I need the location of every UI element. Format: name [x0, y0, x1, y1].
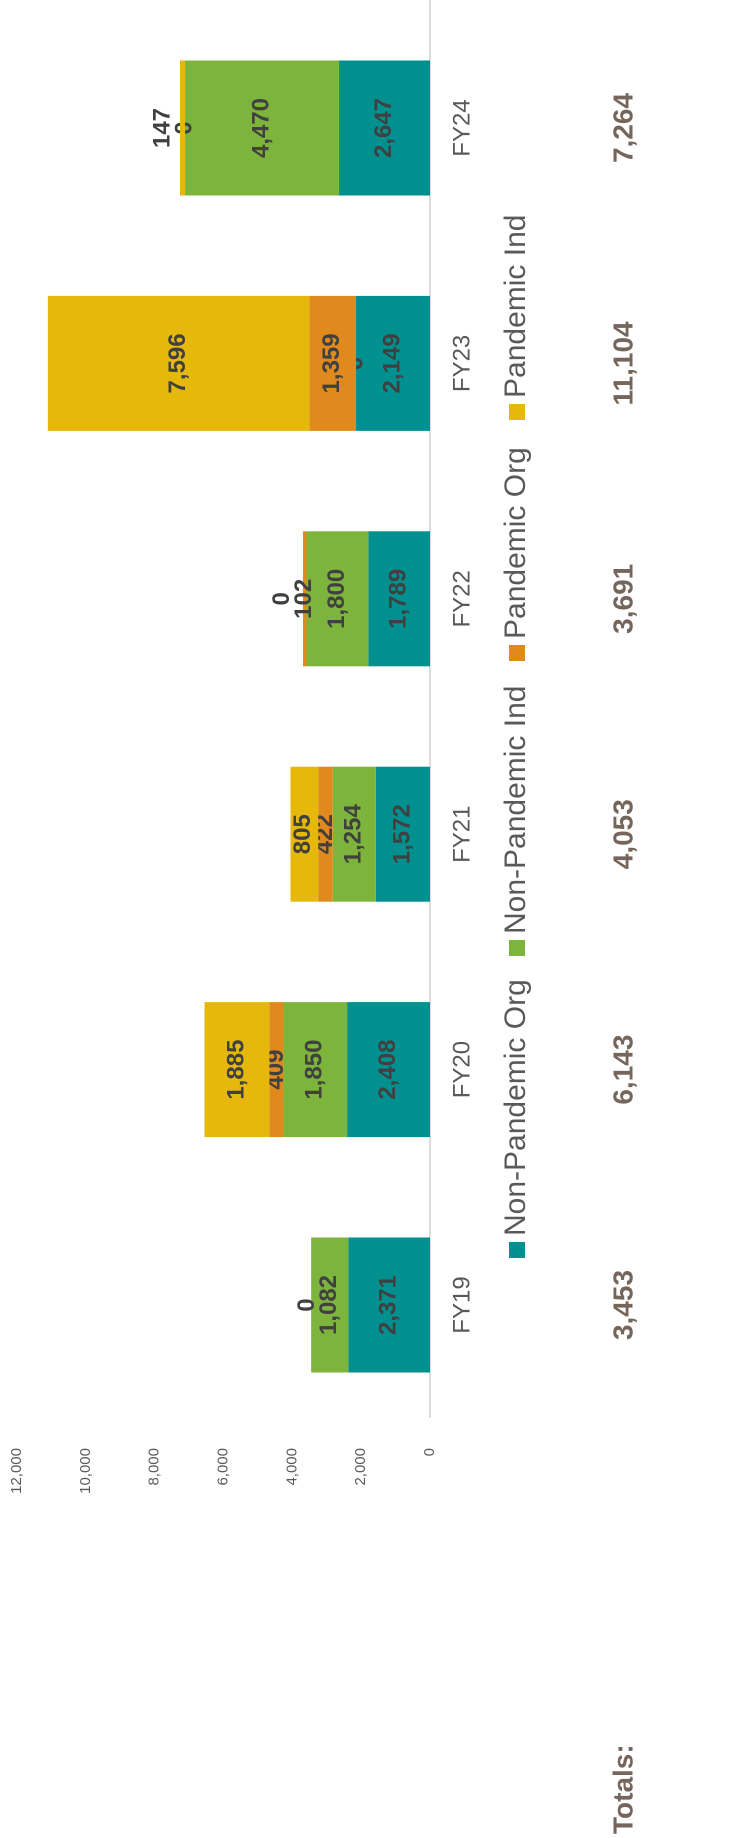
bar-segment [302, 531, 307, 667]
bar-segment [332, 766, 376, 902]
data-label: 2,408 [374, 1040, 401, 1100]
y-tick-label: 8,000 [146, 1448, 163, 1486]
rotated-chart: 0 2,000 4,000 6,000 8,000 10,000 12,000 2,371 1,… [8, 0, 638, 1834]
totals-title: Totals: [607, 1744, 638, 1834]
x-tick-label: FY24 [448, 99, 475, 156]
bar-segment [269, 1002, 284, 1138]
bar-segment [204, 1002, 270, 1138]
data-label: 805 [289, 814, 316, 854]
bar-segment [311, 1237, 349, 1373]
bar-segment [375, 766, 431, 902]
legend-label: Pandemic Org [499, 447, 532, 639]
data-label: 1,789 [385, 569, 412, 629]
data-label: 102 [290, 579, 317, 619]
y-tick-label: 2,000 [352, 1448, 369, 1486]
bar-segment [306, 531, 369, 667]
legend-label: Pandemic Ind [499, 215, 532, 398]
bar-segment [348, 1237, 430, 1373]
bar-segment [47, 295, 310, 431]
bar-segment [356, 295, 430, 431]
y-tick-label: 6,000 [214, 1448, 231, 1486]
legend-swatch [509, 940, 525, 956]
y-tick-label: 10,000 [77, 1448, 94, 1494]
bar-segment [309, 295, 357, 431]
total-label: 4,053 [607, 799, 638, 869]
bar-segment [338, 60, 430, 196]
bar-segment [179, 60, 186, 196]
bar-segment [185, 60, 339, 196]
data-label: 1,800 [323, 569, 350, 629]
legend-swatch [509, 1242, 525, 1258]
legend-swatch [509, 404, 525, 420]
x-tick-label: FY22 [448, 570, 475, 627]
data-label: 7,596 [164, 333, 191, 393]
total-label: 3,691 [607, 564, 638, 634]
x-tick-label: FY20 [448, 1041, 475, 1098]
y-tick-label: 0 [421, 1448, 438, 1456]
total-label: 6,143 [607, 1035, 638, 1105]
data-label: 2,149 [378, 333, 405, 393]
data-label: 0 [268, 592, 295, 605]
data-label: 1,082 [315, 1275, 342, 1335]
data-label: 0 [293, 1298, 320, 1311]
data-label: 2,371 [375, 1275, 402, 1335]
x-tick-label: FY19 [448, 1276, 475, 1333]
data-label: 4,470 [247, 98, 274, 158]
bar-segment [318, 766, 333, 902]
legend-swatch [509, 645, 525, 661]
data-label: 1,254 [340, 804, 367, 865]
y-tick-label: 4,000 [283, 1448, 300, 1486]
data-label: 147 [148, 108, 175, 148]
total-label: 3,453 [607, 1270, 638, 1340]
bar-segment [368, 531, 431, 667]
x-tick-label: FY23 [448, 335, 475, 392]
total-label: 11,104 [607, 321, 638, 406]
legend-label: Non-Pandemic Ind [499, 686, 532, 934]
total-label: 7,264 [607, 93, 638, 163]
x-tick-label: FY21 [448, 806, 475, 863]
data-label: 1,359 [318, 333, 345, 393]
bar-segment [283, 1002, 348, 1138]
bar-segment [347, 1002, 430, 1138]
data-label: 1,572 [388, 804, 415, 864]
data-label: 1,850 [301, 1040, 328, 1100]
data-label: 1,885 [222, 1040, 249, 1100]
y-tick-label: 12,000 [8, 1448, 25, 1494]
legend-label: Non-Pandemic Org [499, 979, 532, 1236]
bar-segment [290, 766, 319, 902]
data-label: 2,647 [370, 98, 397, 158]
